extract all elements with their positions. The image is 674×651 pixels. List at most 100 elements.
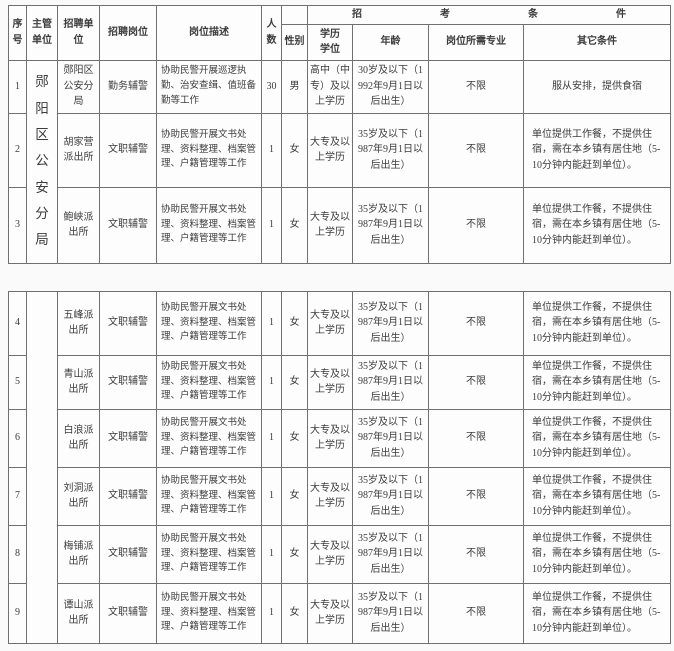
cell-seq: 5 (8, 354, 27, 410)
cell-count: 1 (261, 290, 282, 356)
cell-age: 35岁及以下（1987年9月1日以后出生） (352, 524, 429, 584)
cell-unit: 谭山派出所 (57, 582, 100, 644)
cell-gender: 女 (281, 524, 308, 584)
cell-edu: 大专及以上学历 (307, 186, 353, 264)
cell-unit: 胡家营派出所 (57, 112, 100, 188)
cell-age: 35岁及以下（1987年9月1日以后出生） (352, 112, 429, 188)
col-header-desc: 岗位描述 (156, 5, 262, 61)
cell-edu: 大专及以上学历 (307, 524, 353, 584)
cell-edu: 大专及以上学历 (307, 354, 353, 410)
cell-count: 1 (261, 354, 282, 410)
table-row: 7 刘洞派出所 文职辅警 协助民警开展文书处理、资料整理、档案管理、户籍管理等工作 1 女… (8, 466, 671, 526)
cell-gender: 女 (281, 354, 308, 410)
cell-other: 单位提供工作餐，不提供住宿，需在本乡镇有居住地（5-10分钟内能赶到单位）。 (523, 354, 671, 410)
cell-seq: 2 (8, 112, 27, 188)
cell-other: 单位提供工作餐，不提供住宿，需在本乡镇有居住地（5-10分钟内能赶到单位）。 (523, 408, 671, 468)
cell-age: 35岁及以下（1987年9月1日以后出生） (352, 582, 429, 644)
cell-age: 35岁及以下（1987年9月1日以后出生） (352, 290, 429, 356)
cell-count: 1 (261, 186, 282, 264)
cell-gender: 女 (281, 408, 308, 468)
header-row-1: 序号 主管单位 招聘单位 招聘岗位 岗位描述 人数 招考条件 (8, 5, 671, 61)
table-row: 2 胡家营派出所 文职辅警 协助民警开展文书处理、资料整理、档案管理、户籍管理等工作 1… (8, 112, 671, 188)
edu-header-label: 学历学位 (320, 28, 340, 56)
table-row: 9 谭山派出所 文职辅警 协助民警开展文书处理、资料整理、档案管理、户籍管理等工作 1 女… (8, 582, 671, 644)
cell-gender: 男 (281, 59, 308, 114)
cell-count: 1 (261, 466, 282, 526)
col-header-gender: 性别 (281, 23, 308, 61)
cell-count: 1 (261, 582, 282, 644)
cell-post: 勤务辅警 (99, 59, 157, 114)
cell-unit: 郧阳区公安分局 (57, 59, 100, 114)
cell-desc: 协助民警开展文书处理、资料整理、档案管理、户籍管理等工作 (156, 466, 262, 526)
table-row: 5 青山派出所 文职辅警 协助民警开展文书处理、资料整理、档案管理、户籍管理等工作 1 女… (8, 354, 671, 410)
table-body-page2: 4 五峰派出所 文职辅警 协助民警开展文书处理、资料整理、档案管理、户籍管理等工作 1 女… (8, 290, 671, 644)
cell-other: 单位提供工作餐，不提供住宿，需在本乡镇有居住地（5-10分钟内能赶到单位）。 (523, 290, 671, 356)
cell-age: 35岁及以下（1987年9月1日以后出生） (352, 186, 429, 264)
col-header-supervisor: 主管单位 (26, 5, 58, 61)
cell-seq: 6 (8, 408, 27, 468)
cell-gender: 女 (281, 186, 308, 264)
cell-age: 30岁及以下（1992年9月1日以后出生） (352, 59, 429, 114)
cell-count: 1 (261, 112, 282, 188)
cell-major: 不限 (428, 582, 524, 644)
cell-post: 文职辅警 (99, 524, 157, 584)
table-row: 3 鲍峡派出所 文职辅警 协助民警开展文书处理、资料整理、档案管理、户籍管理等工作 1 女… (8, 186, 671, 264)
cell-edu: 高中（中专）及以上学历 (307, 59, 353, 114)
cell-supervisor (26, 290, 58, 644)
cell-major: 不限 (428, 186, 524, 264)
cell-seq: 1 (8, 59, 27, 114)
cell-unit: 白浪派出所 (57, 408, 100, 468)
cell-desc: 协助民警开展文书处理、资料整理、档案管理、户籍管理等工作 (156, 186, 262, 264)
col-header-major: 岗位所需专业 (428, 23, 524, 61)
cell-major: 不限 (428, 466, 524, 526)
cell-post: 文职辅警 (99, 290, 157, 356)
col-header-conditions-group: 招考条件 (307, 5, 671, 25)
cell-post: 文职辅警 (99, 354, 157, 410)
cell-desc: 协助民警开展文书处理、资料整理、档案管理、户籍管理等工作 (156, 524, 262, 584)
cell-desc: 协助民警开展文书处理、资料整理、档案管理、户籍管理等工作 (156, 112, 262, 188)
cell-seq: 9 (8, 582, 27, 644)
table-body-page1: 1 郧阳区公安分局 郧阳区公安分局 勤务辅警 协助民警开展巡逻执勤、治安查缉、值班备勤等… (8, 59, 671, 264)
cell-count: 1 (261, 408, 282, 468)
col-header-edu: 学历学位 (307, 23, 353, 61)
cell-major: 不限 (428, 290, 524, 356)
cell-seq: 7 (8, 466, 27, 526)
cell-supervisor: 郧阳区公安分局 (26, 59, 58, 264)
cell-major: 不限 (428, 59, 524, 114)
cell-desc: 协助民警开展文书处理、资料整理、档案管理、户籍管理等工作 (156, 582, 262, 644)
cell-age: 35岁及以下（1987年9月1日以后出生） (352, 466, 429, 526)
conditions-group-label: 招考条件 (352, 9, 671, 20)
cell-count: 30 (261, 59, 282, 114)
cell-seq: 8 (8, 524, 27, 584)
cell-post: 文职辅警 (99, 408, 157, 468)
table-row: 8 梅铺派出所 文职辅警 协助民警开展文书处理、资料整理、档案管理、户籍管理等工作 1 女… (8, 524, 671, 584)
cell-edu: 大专及以上学历 (307, 290, 353, 356)
cell-edu: 大专及以上学历 (307, 582, 353, 644)
table-gap (8, 264, 667, 291)
cell-gender: 女 (281, 290, 308, 356)
cell-other: 单位提供工作餐，不提供住宿，需在本乡镇有居住地（5-10分钟内能赶到单位）。 (523, 582, 671, 644)
cell-unit: 梅铺派出所 (57, 524, 100, 584)
cell-other: 服从安排，提供食宿 (523, 59, 671, 114)
cell-seq: 4 (8, 290, 27, 356)
cell-unit: 五峰派出所 (57, 290, 100, 356)
cell-post: 文职辅警 (99, 582, 157, 644)
col-header-post: 招聘岗位 (99, 5, 157, 61)
col-header-recruit-unit: 招聘单位 (57, 5, 100, 61)
cell-unit: 鲍峡派出所 (57, 186, 100, 264)
table-row: 6 白浪派出所 文职辅警 协助民警开展文书处理、资料整理、档案管理、户籍管理等工作 1 女… (8, 408, 671, 468)
cell-major: 不限 (428, 408, 524, 468)
cell-post: 文职辅警 (99, 466, 157, 526)
cell-age: 35岁及以下（1987年9月1日以后出生） (352, 354, 429, 410)
cell-gender: 女 (281, 582, 308, 644)
col-header-blank (281, 5, 308, 25)
cell-age: 35岁及以下（1987年9月1日以后出生） (352, 408, 429, 468)
cell-major: 不限 (428, 112, 524, 188)
cell-major: 不限 (428, 354, 524, 410)
cell-desc: 协助民警开展文书处理、资料整理、档案管理、户籍管理等工作 (156, 290, 262, 356)
table-header: 序号 主管单位 招聘单位 招聘岗位 岗位描述 人数 招考条件 性别 学历学位 年… (8, 5, 671, 61)
cell-other: 单位提供工作餐，不提供住宿，需在本乡镇有居住地（5-10分钟内能赶到单位）。 (523, 466, 671, 526)
cell-seq: 3 (8, 186, 27, 264)
cell-desc: 协助民警开展文书处理、资料整理、档案管理、户籍管理等工作 (156, 408, 262, 468)
